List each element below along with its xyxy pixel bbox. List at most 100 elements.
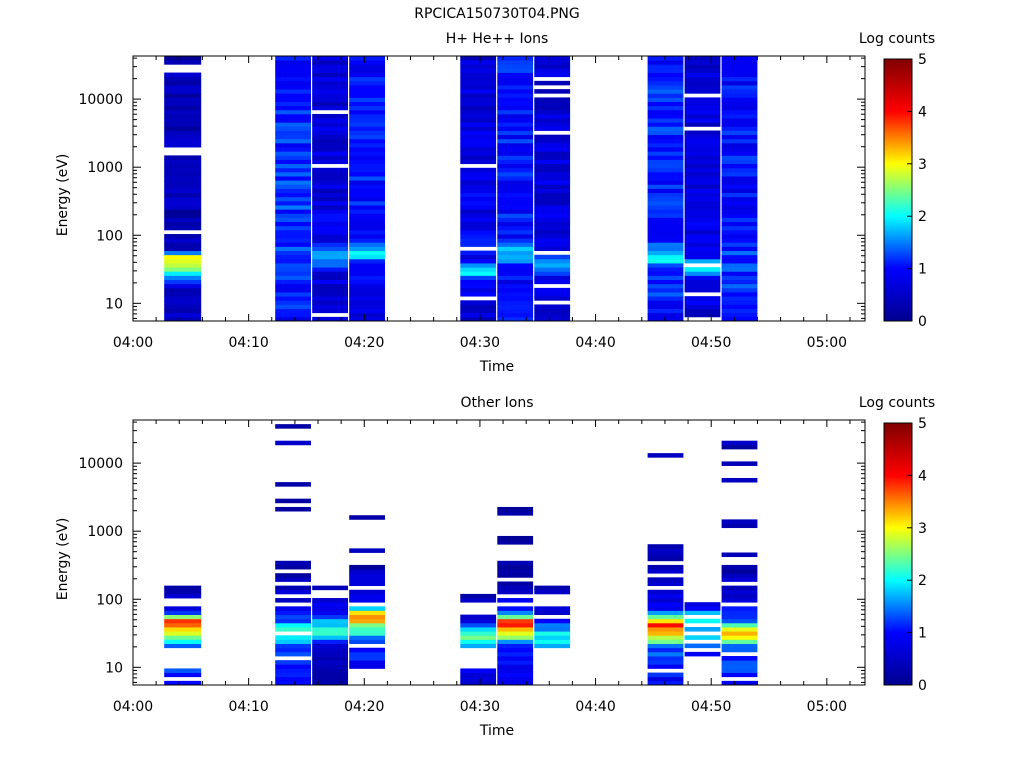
heatmap-cell [312,225,348,231]
heatmap-cell [721,618,758,624]
heatmap-cell [721,93,758,98]
heatmap-cell [684,60,721,65]
heatmap-cell [312,200,348,206]
heatmap-cell [460,151,497,156]
heatmap-cell [275,296,311,301]
heatmap-cell [312,171,348,177]
heatmap-cell [647,64,684,69]
heatmap-cell [647,564,684,570]
heatmap-cell [349,192,385,198]
heatmap-cell [684,234,721,239]
heatmap-cell [497,76,534,82]
heatmap-cell [312,279,348,285]
heatmap-cell [647,296,684,301]
heatmap-cell [275,246,311,252]
heatmap-cell [647,192,684,198]
heatmap-cell [312,97,348,102]
heatmap-cell [497,109,534,115]
x-tick-label: 04:40 [575,699,615,715]
heatmap-cell [312,643,348,649]
heatmap-cell [721,101,758,107]
heatmap-cell [497,258,534,264]
heatmap-cell [349,225,385,231]
heatmap-cell [312,217,348,223]
heatmap-cell [349,639,385,644]
heatmap-cell [460,126,497,131]
colorbar-tick-label: 4 [918,104,927,120]
heatmap-cell [647,283,684,289]
heatmap-cell [721,64,758,69]
heatmap-cell [460,176,497,181]
heatmap-cell [497,312,534,318]
heatmap-cell [684,304,721,309]
heatmap-cell [312,68,348,73]
heatmap-cell [275,134,311,140]
heatmap-cell [164,614,202,620]
heatmap-cell [275,304,311,309]
heatmap-cell [534,171,571,177]
heatmap-cell [164,263,202,268]
heatmap-cell [497,200,534,206]
heatmap-cell [497,573,534,578]
heatmap-cell [164,316,202,322]
heatmap-cell [534,192,571,198]
colorbar-tick-label: 3 [918,521,927,537]
heatmap-cell [647,556,684,562]
heatmap-cell [164,76,202,82]
heatmap-cell [349,631,385,636]
heatmap-cell [497,560,534,566]
heatmap-cell [164,308,202,314]
heatmap-cell [349,581,385,587]
heatmap-cell [349,606,385,611]
heatmap-cell [312,292,348,297]
heatmap-cell [164,234,202,239]
heatmap-cell [164,93,202,98]
heatmap-cell [164,72,202,78]
heatmap-cell [164,589,202,595]
heatmap-cell [647,122,684,127]
heatmap-cell [534,254,571,260]
x-ticks: 04:00 04:10 04:20 04:30 04:40 04:50 05:00 [113,56,851,351]
x-axis-label: Time [479,723,514,739]
heatmap-cell [684,627,721,632]
heatmap-cell [312,234,348,239]
heatmap-cell [497,631,534,636]
heatmap-cell [497,308,534,314]
heatmap-cell [312,130,348,136]
heatmap-cell [312,122,348,127]
heatmap-cell [497,614,534,620]
heatmap-cell [349,296,385,301]
heatmap-cell [349,167,385,173]
heatmap-cell [164,122,202,127]
heatmap-cell [497,246,534,252]
heatmap-cell [684,105,721,111]
heatmap-cell [275,234,311,239]
heatmap-cell [349,263,385,268]
heatmap-cell [460,635,497,640]
heatmap-cell [534,304,571,309]
heatmap-cell [460,234,497,239]
heatmap-cell [164,271,202,276]
heatmap-cell [349,656,385,661]
heatmap-cell [312,627,348,632]
heatmap-cell [534,205,571,210]
heatmap-cell [275,618,311,624]
y-ticks: 10 100 1000 10000 [78,57,865,319]
heatmap-cell [534,631,571,636]
heatmap-cell [460,200,497,206]
heatmap-cell [497,188,534,194]
heatmap-cell [275,610,311,616]
heatmap-cell [721,122,758,127]
heatmap-cell [275,205,311,210]
heatmap-cell [497,180,534,185]
heatmap-cell [275,606,311,611]
heatmap-cell [164,643,202,649]
heatmap-cell [312,209,348,214]
heatmap-cell [721,440,758,446]
heatmap-cell [460,130,497,136]
heatmap-cell [684,242,721,247]
heatmap-cell [460,254,497,260]
heatmap-cell [275,64,311,69]
heatmap-cell [647,622,684,628]
x-tick-label: 04:50 [691,699,731,715]
